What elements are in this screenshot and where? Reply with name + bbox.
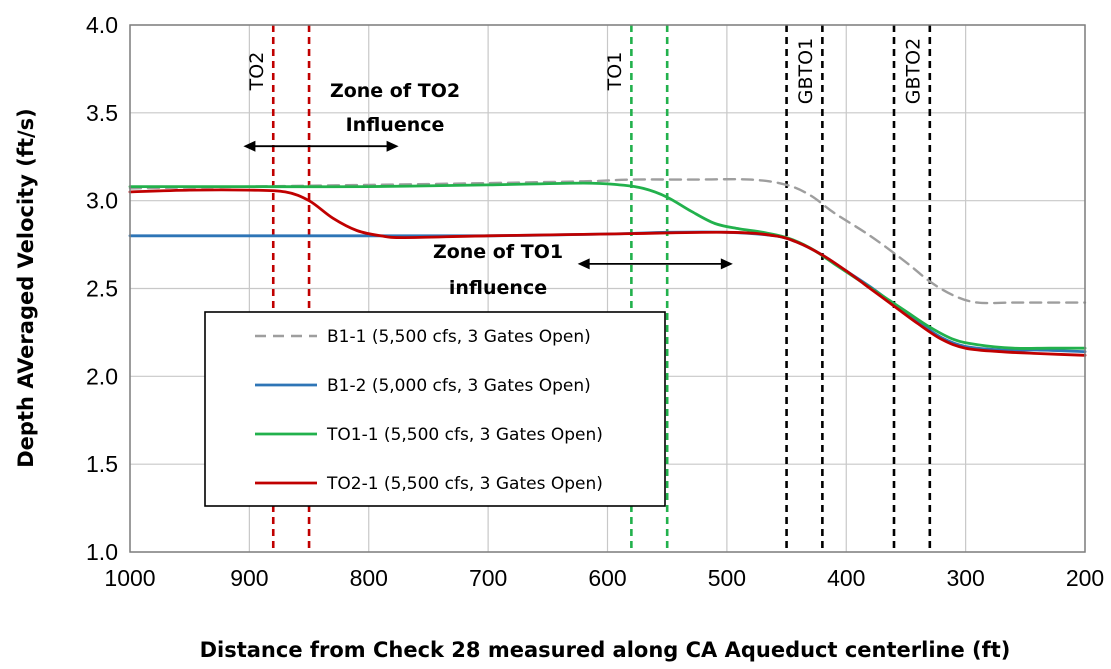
x-tick-label: 600 [588, 565, 626, 591]
x-tick-label: 800 [350, 565, 388, 591]
legend-label: TO1-1 (5,500 cfs, 3 Gates Open) [326, 425, 603, 445]
legend-box [204, 311, 666, 507]
y-tick-label: 1.0 [86, 539, 118, 565]
annotation-line2: Influence [346, 114, 445, 136]
series-line-3 [128, 181, 1087, 350]
x-tick-label: 900 [230, 565, 268, 591]
vertical-line-label: GBTO2 [902, 38, 924, 104]
x-axis-title: Distance from Check 28 measured along CA… [200, 638, 1011, 662]
arrow-head-left [577, 258, 590, 270]
y-tick-label: 2.0 [86, 363, 118, 389]
x-tick-label: 700 [469, 565, 507, 591]
vertical-line-label: TO1 [604, 52, 626, 92]
plot-border [129, 24, 1086, 553]
x-tick-label: 300 [946, 565, 984, 591]
x-tick-label: 500 [708, 565, 746, 591]
legend-label: B1-2 (5,000 cfs, 3 Gates Open) [327, 376, 591, 396]
legend-label: TO2-1 (5,500 cfs, 3 Gates Open) [326, 474, 603, 494]
legend-label: B1-1 (5,500 cfs, 3 Gates Open) [327, 327, 591, 347]
vertical-line-label: GBTO1 [795, 38, 817, 104]
arrow-head-left [243, 140, 256, 152]
annotation-line2: influence [449, 277, 547, 299]
zone-arrow [243, 140, 399, 152]
y-axis-title: Depth AVeraged Velocity (ft/s) [14, 108, 38, 468]
series-line-4 [128, 188, 1087, 357]
x-tick-labels: 1000 900 800 700 600 500 400 300 200 [104, 565, 1104, 591]
arrow-head-right [386, 140, 399, 152]
x-tick-label: 400 [827, 565, 865, 591]
annotations: Zone of TO2 Influence Zone of TO1 influence [243, 80, 733, 299]
y-tick-label: 1.5 [86, 451, 118, 477]
vertical-markers: TO2 TO1 GBTO1 GBTO2 [246, 25, 932, 552]
vertical-line-label: TO2 [246, 52, 268, 92]
annotation-line1: Zone of TO2 [330, 80, 460, 102]
legend: B1-1 (5,500 cfs, 3 Gates Open) B1-2 (5,00… [204, 311, 666, 507]
x-tick-label: 200 [1066, 565, 1104, 591]
x-tick-label: 1000 [104, 565, 155, 591]
annotation-line1: Zone of TO1 [433, 241, 563, 263]
y-tick-label: 3.5 [86, 100, 118, 126]
series-line-1 [128, 178, 1087, 305]
legend-entry: TO2-1 (5,500 cfs, 3 Gates Open) [255, 474, 603, 494]
legend-entry: TO1-1 (5,500 cfs, 3 Gates Open) [255, 425, 603, 445]
zone-arrow [577, 258, 733, 270]
y-tick-label: 3.0 [86, 188, 118, 214]
y-tick-label: 4.0 [86, 12, 118, 38]
arrow-head-right [720, 258, 733, 270]
y-tick-label: 2.5 [86, 276, 118, 302]
legend-entry: B1-1 (5,500 cfs, 3 Gates Open) [255, 327, 591, 347]
legend-entry: B1-2 (5,000 cfs, 3 Gates Open) [255, 376, 591, 396]
series-lines [128, 178, 1087, 357]
y-tick-labels: 1.0 1.5 2.0 2.5 3.0 3.5 4.0 [86, 12, 118, 565]
